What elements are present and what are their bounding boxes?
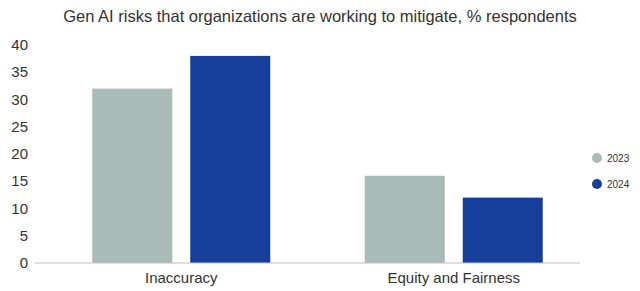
bar [365, 176, 445, 263]
y-tick-label: 35 [11, 63, 28, 80]
y-tick [32, 235, 35, 236]
y-tick-label: 20 [11, 145, 28, 162]
y-tick [32, 126, 35, 127]
title: Gen AI risks that organizations are work… [63, 7, 577, 25]
y-tick [32, 208, 35, 209]
y-tick [32, 181, 35, 182]
legend-marker [592, 153, 602, 163]
legend-label: 2023 [607, 153, 630, 164]
legend-label: 2024 [607, 179, 630, 190]
x-tick-label: Equity and Fairness [387, 269, 520, 286]
x-tick-label: Inaccuracy [145, 269, 218, 286]
y-tick [32, 45, 35, 46]
chart: Gen AI risks that organizations are work… [0, 0, 640, 291]
y-tick [32, 154, 35, 155]
legend-marker [592, 179, 602, 189]
y-tick [32, 72, 35, 73]
y-tick-label: 25 [11, 118, 28, 135]
y-tick-label: 15 [11, 172, 28, 189]
y-tick [32, 263, 35, 264]
y-tick-label: 5 [20, 227, 28, 244]
y-tick-label: 10 [11, 200, 28, 217]
y-tick [32, 99, 35, 100]
bar [190, 56, 270, 263]
y-tick-label: 40 [11, 36, 28, 53]
bars [92, 56, 543, 263]
bar [463, 198, 543, 263]
y-tick-label: 0 [20, 254, 28, 271]
bar [92, 89, 172, 263]
x-axis-line [35, 263, 580, 264]
y-tick-label: 30 [11, 91, 28, 108]
